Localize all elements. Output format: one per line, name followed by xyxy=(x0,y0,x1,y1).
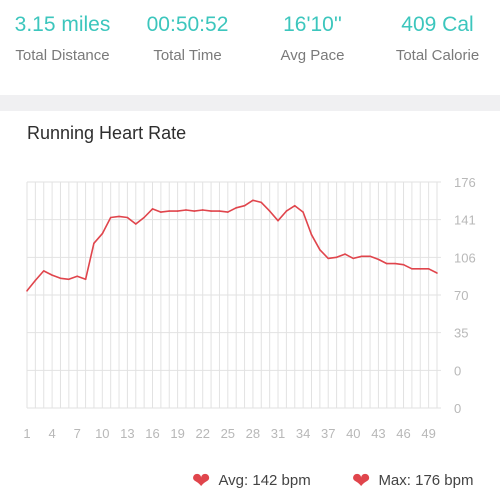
data-point xyxy=(126,216,129,219)
stat-total-calorie: 409 Cal Total Calorie xyxy=(375,10,500,66)
data-point xyxy=(160,211,162,213)
x-tick-label: 1 xyxy=(23,426,30,441)
stat-value: 3.15 miles xyxy=(14,13,111,36)
data-point xyxy=(59,277,62,280)
x-tick-label: 28 xyxy=(246,426,260,441)
x-tick-label: 34 xyxy=(296,426,310,441)
data-point xyxy=(118,215,120,218)
data-point xyxy=(327,257,330,260)
y-tick-label: 35 xyxy=(454,326,468,341)
data-point xyxy=(335,256,338,259)
data-point xyxy=(185,209,187,211)
y-tick-label: 70 xyxy=(454,288,468,303)
stat-label: Avg Pace xyxy=(280,47,345,64)
stat-value: 00:50:52 xyxy=(146,13,229,36)
data-point xyxy=(26,290,28,292)
heart-rate-chart: 176 141 106 70 35 0 0 1 4 7 10 13 16 19 22 25 28 31 34 37 40… xyxy=(23,175,476,441)
x-tick-label: 22 xyxy=(195,426,209,441)
x-tick-label: 37 xyxy=(321,426,335,441)
x-tick-label: 25 xyxy=(221,426,235,441)
data-point xyxy=(235,207,237,209)
data-point xyxy=(134,223,137,225)
data-point xyxy=(93,242,95,245)
stat-value: 16'10'' xyxy=(283,13,342,36)
data-point xyxy=(84,278,87,281)
data-point xyxy=(243,204,246,207)
x-tick-label: 31 xyxy=(271,426,285,441)
stats-header: 3.15 miles Total Distance 00:50:52 Total… xyxy=(0,0,500,90)
data-point xyxy=(419,268,422,270)
data-point xyxy=(68,278,70,281)
x-tick-label: 13 xyxy=(120,426,134,441)
section-divider xyxy=(0,95,500,111)
data-point xyxy=(377,258,380,261)
x-tick-label: 7 xyxy=(74,426,81,441)
stat-label: Total Calorie xyxy=(395,47,480,64)
data-point xyxy=(168,210,171,212)
data-point xyxy=(402,263,405,266)
data-point xyxy=(268,210,271,212)
data-point xyxy=(394,262,396,265)
stat-total-distance: 3.15 miles Total Distance xyxy=(0,10,125,66)
y-tick-label: 0 xyxy=(454,401,461,416)
data-point xyxy=(385,262,388,265)
stat-value: 409 Cal xyxy=(401,13,474,36)
x-tick-label: 46 xyxy=(396,426,410,441)
stat-label: Total Time xyxy=(153,47,222,64)
data-point xyxy=(201,209,204,211)
data-point xyxy=(193,210,196,212)
stat-total-time: 00:50:52 Total Time xyxy=(125,10,250,66)
heart-icon: ❤ xyxy=(192,468,211,493)
data-point xyxy=(42,270,45,272)
data-point xyxy=(151,208,154,210)
heart-icon: ❤ xyxy=(352,468,371,493)
data-point xyxy=(76,275,79,277)
data-point xyxy=(344,253,346,255)
data-point xyxy=(51,274,53,276)
x-tick-label: 10 xyxy=(95,426,109,441)
data-point xyxy=(411,268,413,270)
x-tick-label: 16 xyxy=(145,426,159,441)
data-point xyxy=(260,201,263,204)
data-point xyxy=(252,199,254,202)
legend-avg: ❤ Avg: 142 bpm xyxy=(192,470,311,492)
stat-avg-pace: 16'10'' Avg Pace xyxy=(250,10,375,66)
data-point xyxy=(302,211,304,213)
data-point xyxy=(427,268,430,270)
x-tick-label: 40 xyxy=(346,426,360,441)
data-point xyxy=(293,204,296,207)
y-tick-label: 0 xyxy=(454,363,461,378)
y-tick-label: 176 xyxy=(454,175,476,190)
data-point xyxy=(101,232,104,235)
x-tick-label: 4 xyxy=(48,426,55,441)
x-tick-label: 43 xyxy=(371,426,385,441)
data-point xyxy=(218,210,221,212)
y-tick-label: 141 xyxy=(454,213,476,228)
data-point xyxy=(277,219,279,222)
data-point xyxy=(310,233,313,236)
x-tick-label: 19 xyxy=(170,426,184,441)
legend-max: ❤ Max: 176 bpm xyxy=(352,470,473,492)
data-point xyxy=(436,272,438,274)
heart-rate-line xyxy=(26,199,438,292)
data-point xyxy=(210,210,212,212)
data-point xyxy=(227,211,229,213)
data-point xyxy=(34,279,37,282)
data-point xyxy=(143,216,145,219)
data-point xyxy=(319,249,321,251)
legend-avg-label: Avg: 142 bpm xyxy=(218,472,311,489)
y-tick-label: 106 xyxy=(454,250,476,265)
data-point xyxy=(176,210,179,212)
data-point xyxy=(369,255,371,258)
data-point xyxy=(352,257,355,260)
stat-label: Total Distance xyxy=(15,47,110,64)
x-tick-label: 49 xyxy=(421,426,435,441)
data-point xyxy=(360,255,363,258)
legend-max-label: Max: 176 bpm xyxy=(378,472,474,489)
data-point xyxy=(285,210,288,212)
data-point xyxy=(109,216,112,219)
chart-title: Running Heart Rate xyxy=(27,123,187,143)
